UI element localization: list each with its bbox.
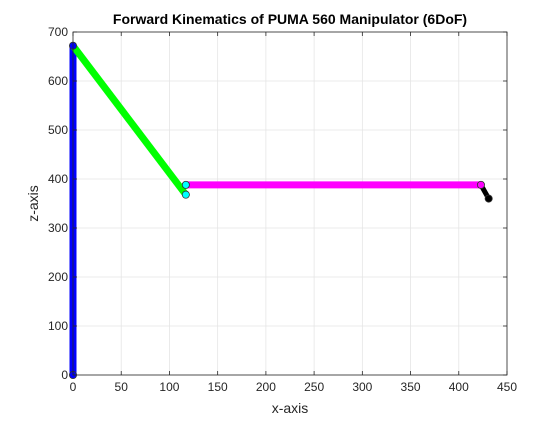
plot-area-background <box>73 32 507 375</box>
y-tick-label: 200 <box>48 270 68 284</box>
plot-area-border <box>72 31 508 376</box>
y-tick-label: 500 <box>48 123 68 137</box>
x-tick-label: 150 <box>208 380 228 394</box>
y-axis-label: z-axis <box>25 185 41 222</box>
y-tick-label: 700 <box>48 25 68 39</box>
joint-marker-6 <box>484 194 493 203</box>
x-tick-layer: 0 50 100 150 200 250 300 350 400 450 <box>70 32 517 394</box>
y-tick-label: 400 <box>48 172 68 186</box>
link-segment-2 <box>70 43 189 197</box>
y-tick-label: 0 <box>61 368 68 382</box>
x-tick-label: 200 <box>256 380 276 394</box>
x-tick-label: 400 <box>449 380 469 394</box>
x-tick-label: 450 <box>497 380 517 394</box>
joint-marker-5 <box>476 180 485 189</box>
x-axis-label: x-axis <box>272 400 309 416</box>
x-tick-label: 250 <box>304 380 324 394</box>
y-tick-label: 100 <box>48 319 68 333</box>
x-tick-label: 0 <box>70 380 77 394</box>
x-tick-label: 300 <box>352 380 372 394</box>
x-tick-label: 350 <box>401 380 421 394</box>
x-tick-label: 50 <box>115 380 129 394</box>
y-tick-label: 600 <box>48 74 68 88</box>
x-tick-label: 100 <box>159 380 179 394</box>
y-tick-label: 300 <box>48 221 68 235</box>
y-tick-layer: 0 100 200 300 400 500 600 700 <box>48 25 507 382</box>
joint-marker-3 <box>181 190 190 199</box>
chart-title: Forward Kinematics of PUMA 560 Manipulat… <box>113 11 467 27</box>
joint-marker-4 <box>181 180 190 189</box>
